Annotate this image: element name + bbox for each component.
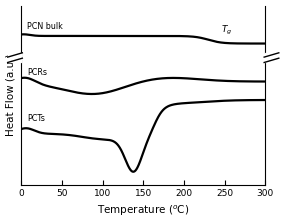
Text: $T_{\mathregular{g}}$: $T_{\mathregular{g}}$ [221, 24, 232, 37]
Bar [8, 53, 21, 62]
X-axis label: Temperature ($^{o}$C): Temperature ($^{o}$C) [97, 204, 189, 218]
Text: PCTs: PCTs [27, 114, 45, 123]
Bar [265, 53, 279, 62]
Text: PCRs: PCRs [27, 68, 47, 77]
Text: PCN bulk: PCN bulk [27, 22, 63, 31]
Y-axis label: Heat Flow (a.u.): Heat Flow (a.u.) [6, 54, 16, 136]
